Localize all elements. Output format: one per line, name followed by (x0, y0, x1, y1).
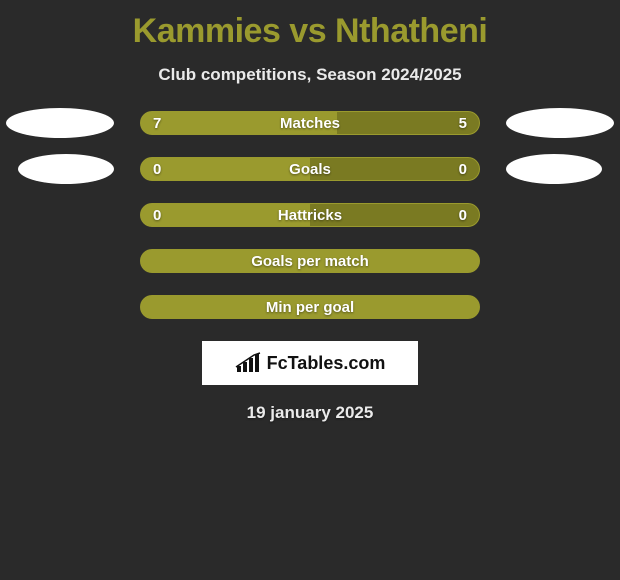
stat-label: Goals (141, 161, 479, 178)
stat-bar: 0 Goals 0 (140, 157, 480, 181)
brand-box[interactable]: FcTables.com (202, 341, 418, 385)
page-title: Kammies vs Nthatheni (0, 0, 620, 51)
stat-row-goals: 0 Goals 0 (0, 157, 620, 181)
stat-value-right: 0 (459, 161, 467, 178)
stat-label: Min per goal (141, 299, 479, 316)
player-left-ellipse (18, 154, 114, 184)
bar-chart-icon (235, 352, 261, 374)
stat-bar: 7 Matches 5 (140, 111, 480, 135)
player-right-ellipse (506, 108, 614, 138)
stat-row-hattricks: 0 Hattricks 0 (0, 203, 620, 227)
stat-row-matches: 7 Matches 5 (0, 111, 620, 135)
stat-bar: 0 Hattricks 0 (140, 203, 480, 227)
stats-content: 7 Matches 5 0 Goals 0 0 Hattricks 0 Goal… (0, 111, 620, 423)
stat-value-right: 5 (459, 115, 467, 132)
stat-value-right: 0 (459, 207, 467, 224)
stat-bar: Min per goal (140, 295, 480, 319)
stat-label: Hattricks (141, 207, 479, 224)
brand-logo: FcTables.com (235, 352, 386, 374)
stat-label: Matches (141, 115, 479, 132)
page-subtitle: Club competitions, Season 2024/2025 (0, 65, 620, 85)
player-left-ellipse (6, 108, 114, 138)
player-right-ellipse (506, 154, 602, 184)
stat-label: Goals per match (141, 253, 479, 270)
stat-bar: Goals per match (140, 249, 480, 273)
stat-row-gpm: Goals per match (0, 249, 620, 273)
brand-text: FcTables.com (267, 353, 386, 374)
stat-row-mpg: Min per goal (0, 295, 620, 319)
date-text: 19 january 2025 (0, 403, 620, 423)
